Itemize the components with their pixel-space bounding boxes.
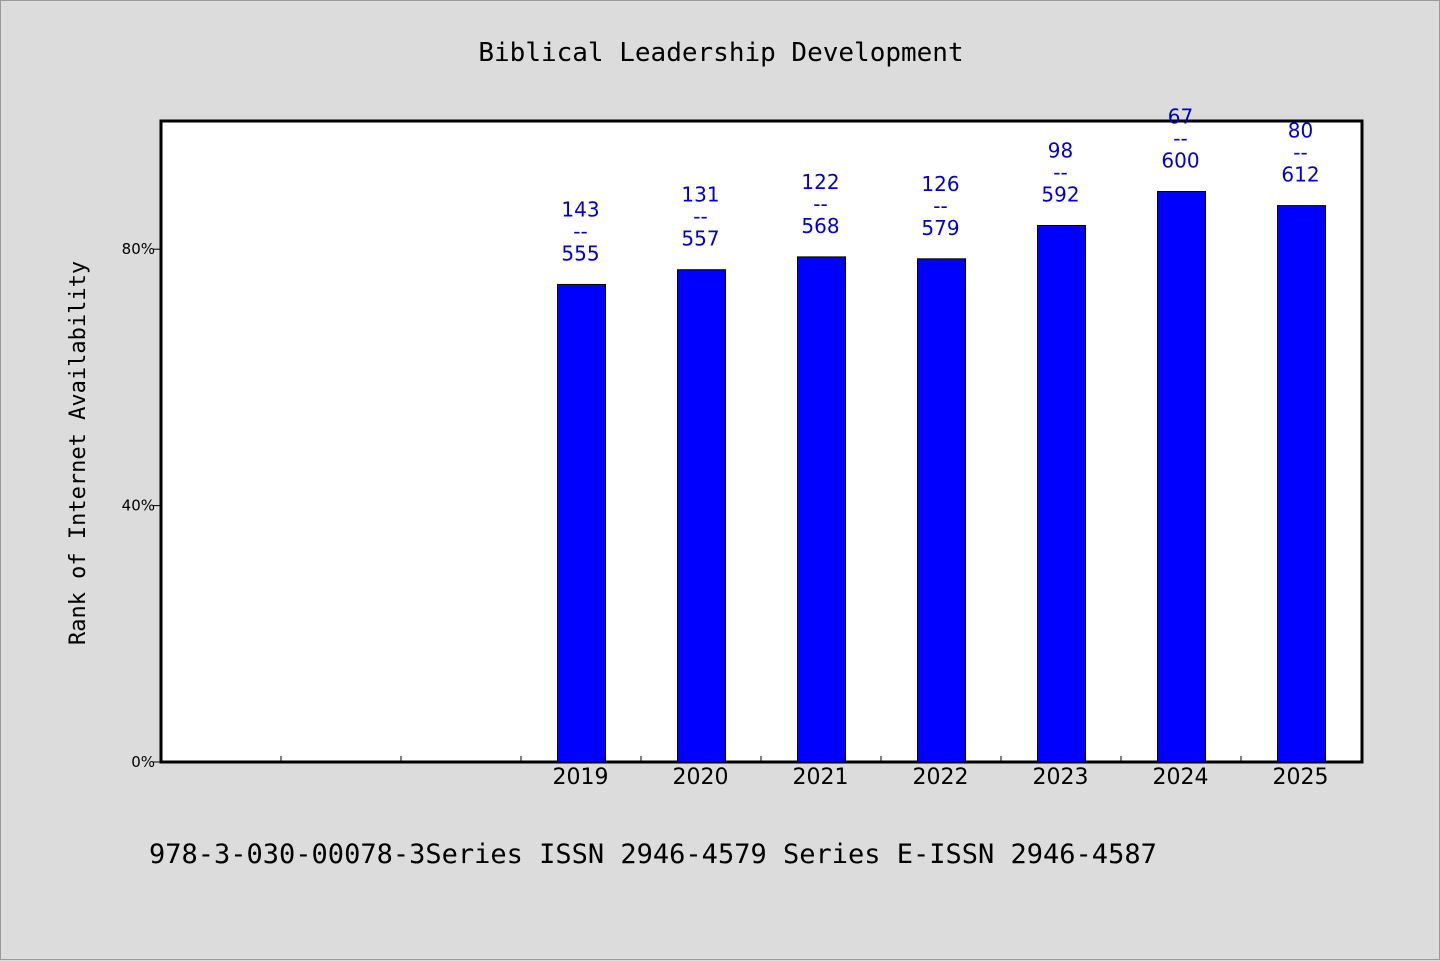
data-label: 600: [1161, 149, 1199, 173]
bar: [917, 258, 966, 763]
chart-marks: 0%40%80%143--5552019131--5572020122--568…: [122, 105, 1329, 790]
data-label: --: [1053, 160, 1067, 184]
data-label: 568: [801, 214, 839, 238]
data-label: 67: [1168, 105, 1193, 129]
x-tick-label: 2022: [913, 765, 969, 790]
data-label: 98: [1048, 138, 1073, 162]
data-label: 122: [801, 170, 839, 194]
chart-title: Biblical Leadership Development: [478, 38, 963, 68]
data-label: --: [1173, 127, 1187, 151]
data-label: --: [933, 194, 947, 218]
data-label: 126: [921, 172, 959, 196]
data-label: --: [573, 219, 587, 243]
data-label: 557: [681, 227, 719, 251]
bar: [797, 256, 846, 763]
x-tick-label: 2023: [1033, 765, 1089, 790]
x-tick-label: 2021: [793, 765, 849, 790]
data-label: 143: [561, 197, 599, 221]
data-label: 612: [1281, 163, 1319, 187]
data-label: 592: [1041, 182, 1079, 206]
x-tick-label: 2025: [1273, 765, 1329, 790]
x-tick-label: 2024: [1153, 765, 1209, 790]
y-tick-label: 40%: [122, 497, 155, 515]
data-label: 80: [1288, 119, 1313, 143]
footer-identifiers: 978-3-030-00078-3Series ISSN 2946-4579 S…: [149, 839, 1157, 870]
y-axis-label: Rank of Internet Availability: [66, 261, 91, 645]
data-label: --: [813, 192, 827, 216]
data-label: --: [693, 205, 707, 229]
data-label: 579: [921, 216, 959, 240]
data-label: 555: [561, 241, 599, 265]
bar: [557, 283, 606, 763]
bar: [1277, 205, 1326, 763]
x-tick-label: 2019: [553, 765, 609, 790]
x-tick-label: 2020: [673, 765, 729, 790]
bar: [677, 269, 726, 763]
y-tick-label: 0%: [131, 753, 155, 771]
y-tick-label: 80%: [122, 240, 155, 258]
data-label: --: [1293, 141, 1307, 165]
data-label: 131: [681, 183, 719, 207]
bar: [1037, 224, 1086, 763]
bar: [1157, 191, 1206, 763]
